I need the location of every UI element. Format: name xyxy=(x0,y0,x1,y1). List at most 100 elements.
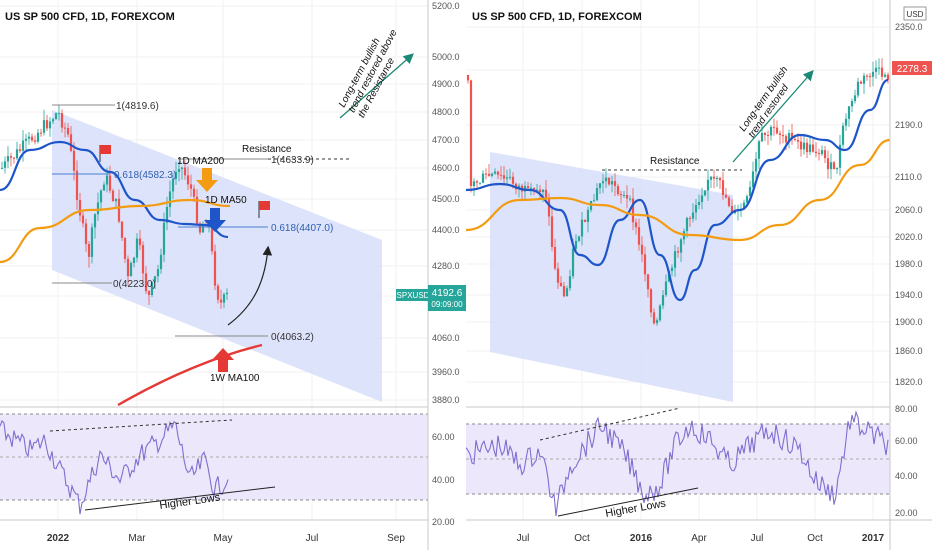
candle-body xyxy=(586,209,590,223)
time-tick-label: 2022 xyxy=(47,533,70,544)
candle-body xyxy=(490,173,494,176)
candle-body xyxy=(469,80,473,187)
candle-body xyxy=(652,312,656,324)
price-tick-label: 4800.0 xyxy=(432,107,460,117)
candle-body xyxy=(661,295,665,306)
left-rsi-line xyxy=(0,419,229,515)
candle-body xyxy=(532,187,536,190)
candle-body xyxy=(96,202,100,215)
left-ma200-line xyxy=(0,198,231,264)
candle-body xyxy=(108,175,112,191)
candle-body xyxy=(844,118,848,126)
candle-body xyxy=(159,254,163,270)
price-tick-label: 4700.0 xyxy=(432,135,460,145)
candle-body xyxy=(658,305,662,321)
candle-body xyxy=(589,201,593,210)
candle-body xyxy=(610,181,614,185)
left-chart-title: US SP 500 CFD, 1D, FOREXCOM xyxy=(5,11,175,23)
price-tick-label: 2190.0 xyxy=(895,120,923,130)
candle-body xyxy=(664,281,668,296)
currency-badge[interactable] xyxy=(903,6,927,21)
left-price-text: 4192.6 xyxy=(432,288,463,299)
candle-body xyxy=(871,71,875,77)
candle-body xyxy=(183,167,187,176)
candle-body xyxy=(724,195,728,198)
candle-body xyxy=(478,182,482,184)
candle-body xyxy=(156,269,160,277)
left-rsi-band xyxy=(0,414,428,500)
candle-body xyxy=(201,224,205,233)
candle-body xyxy=(72,150,76,171)
candle-body xyxy=(832,162,836,170)
candle-body xyxy=(619,194,623,196)
price-tick-label: 4060.0 xyxy=(432,333,460,343)
price-tick-label: 1900.0 xyxy=(895,317,923,327)
time-tick-label: May xyxy=(214,533,233,544)
candle-body xyxy=(45,120,49,129)
right-rsi-ticks: 80.00 60.00 40.00 20.00 xyxy=(895,404,918,518)
candle-body xyxy=(66,128,70,135)
candle-body xyxy=(496,171,500,175)
price-tick-label: 2060.0 xyxy=(895,205,923,215)
resistance-label-left: Resistance xyxy=(242,144,292,155)
candle-body xyxy=(772,126,776,128)
price-tick-label: 60.00 xyxy=(432,432,455,442)
candle-body xyxy=(883,74,887,77)
candle-body xyxy=(30,136,34,141)
candle-body xyxy=(511,176,515,184)
right-rsi-higher-lows-line xyxy=(557,487,699,517)
candle-body xyxy=(168,191,172,207)
fib-1-label: 1(4819.6) xyxy=(116,101,159,112)
candle-body xyxy=(592,200,596,202)
candle-body xyxy=(216,285,220,300)
candle-body xyxy=(805,142,809,153)
candle-body xyxy=(90,227,94,257)
candle-body xyxy=(850,101,854,107)
candle-body xyxy=(54,113,58,120)
time-tick-label: Jul xyxy=(751,533,764,544)
candle-body xyxy=(21,140,25,151)
candle-body xyxy=(598,183,602,189)
price-tick-label: 3960.0 xyxy=(432,367,460,377)
candle-body xyxy=(646,274,650,290)
right-price-text: 2278.3 xyxy=(897,64,928,75)
candle-body xyxy=(84,223,88,245)
candle-body xyxy=(709,176,713,180)
price-tick-label: 2350.0 xyxy=(895,22,923,32)
candle-body xyxy=(874,67,878,72)
candle-body xyxy=(57,113,61,115)
candle-body xyxy=(222,294,226,303)
candle-body xyxy=(757,141,761,159)
candle-body xyxy=(562,285,566,297)
candle-body xyxy=(42,120,46,133)
right-price-ticks: 2350.02250.02190.02110.02060.02020.01980… xyxy=(895,22,923,387)
candle-body xyxy=(541,189,545,193)
right-price-tag xyxy=(892,61,932,75)
candle-body xyxy=(192,188,196,197)
candle-body xyxy=(628,198,632,200)
candle-body xyxy=(688,218,692,220)
candle-body xyxy=(87,244,91,257)
candle-body xyxy=(601,181,605,184)
ma200-label: 1D MA200 xyxy=(177,156,225,167)
flag-right-icon xyxy=(258,201,270,218)
candle-body xyxy=(499,174,503,176)
candle-body xyxy=(27,136,31,139)
candle-body xyxy=(880,67,884,77)
candle-body xyxy=(784,136,788,143)
candle-body xyxy=(48,121,52,129)
candle-body xyxy=(886,74,890,80)
candle-body xyxy=(580,219,584,237)
left-candles xyxy=(0,105,229,309)
candle-body xyxy=(174,172,178,179)
candle-body xyxy=(210,223,214,252)
candle-body xyxy=(808,144,812,153)
candle-body xyxy=(568,276,572,289)
candle-body xyxy=(727,197,731,207)
candle-body xyxy=(685,218,689,232)
candle-body xyxy=(219,299,223,303)
candle-body xyxy=(189,184,193,189)
candle-body xyxy=(847,106,851,119)
price-tick-label: 3880.0 xyxy=(432,395,460,405)
